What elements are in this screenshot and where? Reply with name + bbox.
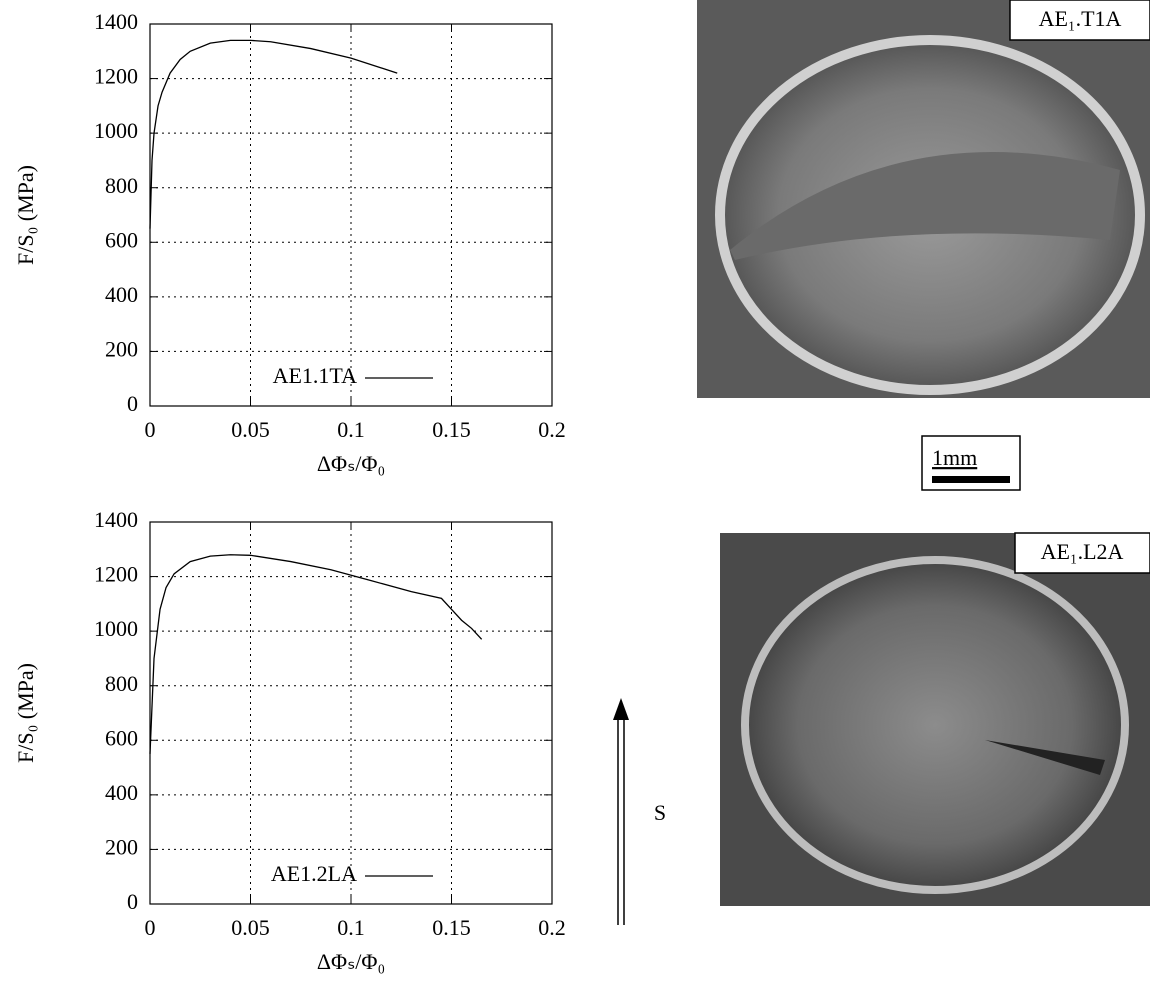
direction-arrow: S bbox=[613, 698, 666, 925]
scale-label: 1mm bbox=[932, 445, 977, 470]
y-tick-label: 1400 bbox=[94, 507, 138, 532]
y-tick-label: 600 bbox=[105, 725, 138, 750]
plot-frame bbox=[149, 521, 553, 905]
y-tick-label: 1200 bbox=[94, 562, 138, 587]
y-axis-label: F/S₀ (MPa) bbox=[13, 165, 38, 265]
x-tick-label: 0.1 bbox=[337, 915, 365, 940]
x-tick-label: 0.15 bbox=[432, 915, 471, 940]
x-tick-label: 0.2 bbox=[538, 915, 566, 940]
scale-bar: 1mm bbox=[921, 435, 1021, 491]
legend-label: AE1.2LA bbox=[271, 861, 357, 886]
y-tick-label: 1400 bbox=[94, 9, 138, 34]
image-label: AE₁.T1A bbox=[1039, 6, 1122, 31]
y-tick-label: 400 bbox=[105, 282, 138, 307]
x-axis-label: ΔΦₛ/Φ₀ bbox=[317, 451, 385, 476]
y-tick-label: 800 bbox=[105, 173, 138, 198]
y-tick-label: 200 bbox=[105, 834, 138, 859]
data-line bbox=[149, 39, 398, 229]
x-tick-label: 0.05 bbox=[231, 417, 270, 442]
x-tick-label: 0.1 bbox=[337, 417, 365, 442]
y-tick-label: 1000 bbox=[94, 616, 138, 641]
y-tick-label: 1200 bbox=[94, 64, 138, 89]
legend-label: AE1.1TA bbox=[273, 363, 358, 388]
x-tick-label: 0.15 bbox=[432, 417, 471, 442]
sem-image-bottom: AE₁.L2A bbox=[720, 532, 1150, 906]
x-tick-label: 0.05 bbox=[231, 915, 270, 940]
x-tick-label: 0 bbox=[145, 915, 156, 940]
data-line bbox=[149, 554, 483, 754]
y-axis-label: F/S₀ (MPa) bbox=[13, 663, 38, 763]
sem-image-top: AE₁.T1A bbox=[697, 0, 1150, 398]
y-tick-label: 1000 bbox=[94, 118, 138, 143]
y-tick-label: 800 bbox=[105, 671, 138, 696]
y-tick-label: 200 bbox=[105, 336, 138, 361]
x-tick-label: 0.2 bbox=[538, 417, 566, 442]
y-tick-label: 400 bbox=[105, 780, 138, 805]
y-tick-label: 0 bbox=[127, 391, 138, 416]
y-tick-label: 0 bbox=[127, 889, 138, 914]
y-tick-label: 600 bbox=[105, 227, 138, 252]
x-axis-label: ΔΦₛ/Φ₀ bbox=[317, 949, 385, 974]
image-label: AE₁.L2A bbox=[1041, 539, 1124, 564]
x-tick-label: 0 bbox=[145, 417, 156, 442]
direction-label: S bbox=[654, 800, 666, 825]
